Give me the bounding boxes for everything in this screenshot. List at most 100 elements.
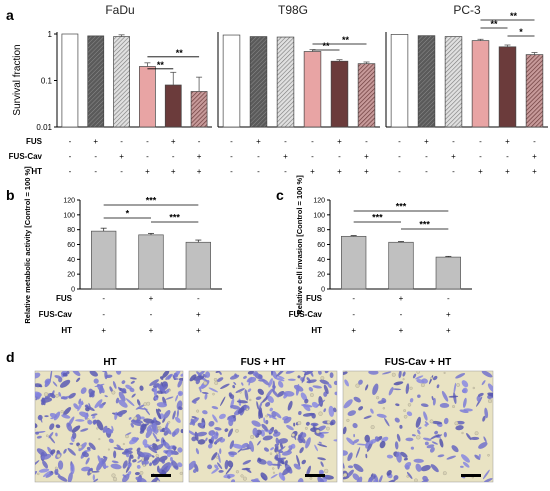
cell [251,420,261,427]
cell [261,423,268,431]
row-label-fuscav-b: FUS-Cav [39,310,73,319]
cell [323,408,327,413]
treatment-sign-invasion: + [446,326,451,335]
cell [225,465,233,475]
cell [201,422,205,426]
pore [246,408,249,411]
cell [314,444,319,452]
cell [86,446,91,451]
pore [297,421,302,426]
cell [139,452,152,458]
pore [391,372,396,377]
scale-bar-2 [461,474,481,477]
pore [112,477,118,482]
cell [180,373,183,377]
cell [151,455,155,458]
cell [249,440,255,452]
cell [281,474,285,481]
cell [300,392,308,401]
cell [163,441,171,450]
cell [460,454,470,463]
cell [140,423,146,432]
cell [312,385,322,389]
treatment-sign-invasion: - [400,310,403,319]
cell [268,378,273,388]
row-label-ht-a: HT [31,167,42,176]
cell [149,426,158,435]
cell [305,421,310,426]
cell [155,439,160,442]
pore [272,467,275,470]
cell [343,450,349,456]
cell [172,445,176,450]
cell [202,410,208,415]
pore [179,471,183,475]
cell [111,460,119,464]
cell [227,428,234,437]
cell [431,420,443,425]
cell [370,408,374,414]
cell [201,391,209,395]
cell [418,426,422,430]
pore [472,386,475,390]
y-tick-label-invasion: 20 [317,272,325,279]
treatment-sign-metabolic: + [149,326,154,335]
cell [273,429,278,434]
cell [88,388,95,398]
cell [146,424,153,432]
cell [306,379,317,384]
bar-t98g [330,60,349,128]
pore [309,476,313,480]
pore [242,476,247,481]
cell [208,387,219,393]
cell [158,455,168,462]
pore [276,451,279,455]
cell [53,411,61,421]
cell [130,380,135,384]
cell [426,444,435,449]
cell [112,381,117,389]
cell [365,384,369,391]
y-tick-label-metabolic: 60 [67,242,75,249]
cell [439,438,444,448]
cell [276,371,286,377]
cell [247,371,255,375]
pore [320,376,325,380]
cell [258,409,264,419]
cell [477,392,484,397]
cell [224,459,229,470]
treatment-sign-fadu: - [120,167,123,176]
y-tick-label-invasion: 100 [313,212,325,219]
treatment-sign-metabolic: + [196,326,201,335]
cell [243,375,247,379]
cell [135,476,147,482]
cell [92,415,96,419]
cell [232,443,244,449]
pore [143,402,148,406]
significance-marker-metabolic: *** [146,196,157,206]
pore [487,398,493,404]
cell [157,408,162,412]
cell [405,437,414,442]
cell [417,394,421,398]
pore [196,409,200,413]
cell [63,448,67,454]
cell [403,457,408,461]
treatment-sign-fadu: - [94,152,97,161]
bar-pc3 [444,36,463,128]
cell [208,443,213,449]
treatment-sign-t98g: + [364,152,369,161]
pore [407,403,412,407]
cell [57,460,64,470]
treatment-sign-fadu: - [69,152,72,161]
cell [318,441,322,444]
cell [218,413,226,420]
treatment-sign-metabolic: - [197,294,200,303]
treatment-sign-pc3: - [425,152,428,161]
cell [352,423,358,429]
row-label-fuscav-c: FUS-Cav [289,310,323,319]
cell [36,448,48,457]
cell [55,424,61,429]
cell [432,397,436,406]
treatment-sign-pc3: + [505,137,510,146]
